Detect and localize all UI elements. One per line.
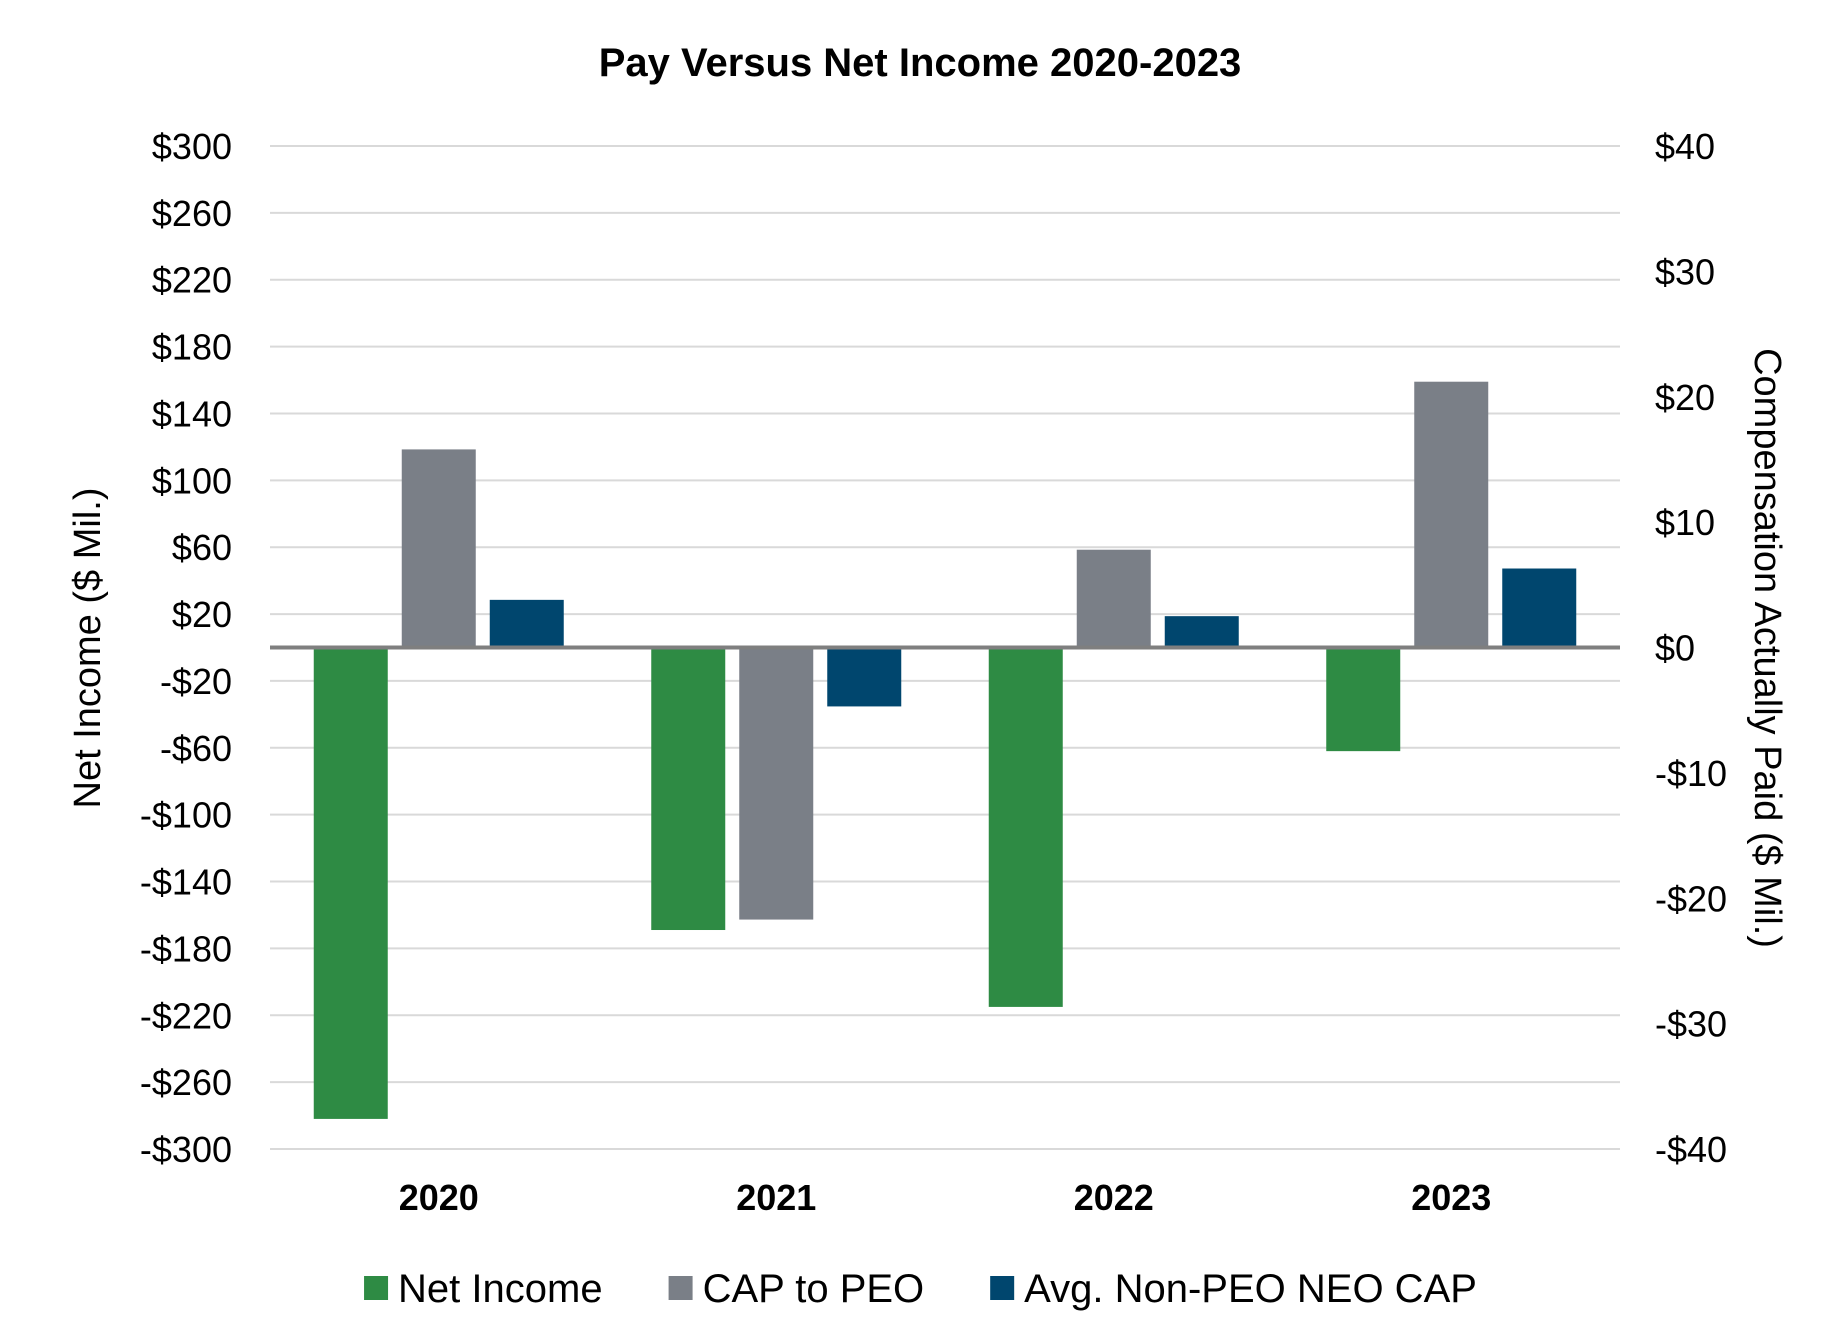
bars [313,381,1577,1119]
bar-net-income-2021 [651,647,726,931]
category-label-2021: 2021 [736,1177,816,1218]
left-tick-label: $260 [152,193,232,234]
left-tick-label: -$180 [140,928,232,969]
left-tick-label: -$20 [160,661,232,702]
left-tick-label: $100 [152,460,232,501]
legend-label: CAP to PEO [703,1267,925,1311]
bar-net-income-2020 [313,647,388,1119]
bar-net-income-2022 [988,647,1063,1007]
bar-avg-non-peo-neo-cap-2022 [1164,616,1239,648]
bar-cap-to-peo-2021 [739,647,814,920]
right-tick-label: -$40 [1655,1129,1727,1170]
left-tick-label: -$140 [140,862,232,903]
right-tick-label: $0 [1655,628,1695,669]
bar-avg-non-peo-neo-cap-2023 [1502,568,1577,648]
left-tick-label: $220 [152,260,232,301]
gridlines [270,145,1620,1150]
left-tick-label: -$60 [160,728,232,769]
category-labels: 2020 2021 2022 2023 [399,1177,1492,1218]
legend-swatch [668,1276,693,1300]
bar-avg-non-peo-neo-cap-2020 [489,599,564,648]
legend-label: Avg. Non-PEO NEO CAP [1024,1267,1477,1311]
left-axis-title: Net Income ($ Mil.) [67,488,109,809]
right-tick-label: $40 [1655,126,1715,167]
category-label-2023: 2023 [1411,1177,1491,1218]
left-tick-label: $140 [152,393,232,434]
left-tick-label: -$220 [140,995,232,1036]
bar-avg-non-peo-neo-cap-2021 [827,647,902,707]
right-axis-title: Compensation Actually Paid ($ Mil.) [1746,348,1788,948]
right-tick-label: -$10 [1655,753,1727,794]
legend-label: Net Income [398,1267,603,1311]
right-tick-label: -$30 [1655,1004,1727,1045]
bar-cap-to-peo-2022 [1076,549,1151,648]
left-tick-label: $300 [152,126,232,167]
right-axis-ticks: $40 $30 $20 $10 $0 -$10 -$20 -$30 -$40 [1655,126,1727,1170]
legend-swatch [990,1276,1015,1300]
legend: Net Income CAP to PEO Avg. Non-PEO NEO CAP [364,1267,1477,1311]
left-axis-ticks: $300 $260 $220 $180 $140 $100 $60 $20 -$20 -$60 -$… [140,126,232,1170]
left-tick-label: $20 [172,594,232,635]
right-tick-label: $20 [1655,377,1715,418]
left-tick-label: $60 [172,527,232,568]
chart-title: Pay Versus Net Income 2020-2023 [599,41,1242,85]
bar-net-income-2023 [1326,647,1401,752]
right-tick-label: -$20 [1655,878,1727,919]
legend-swatch [364,1276,389,1300]
category-label-2022: 2022 [1074,1177,1154,1218]
left-tick-label: $180 [152,327,232,368]
right-tick-label: $10 [1655,502,1715,543]
category-label-2020: 2020 [399,1177,479,1218]
bar-cap-to-peo-2020 [401,449,476,648]
bar-cap-to-peo-2023 [1414,381,1489,648]
left-tick-label: -$260 [140,1062,232,1103]
left-tick-label: -$300 [140,1129,232,1170]
right-tick-label: $30 [1655,251,1715,292]
left-tick-label: -$100 [140,795,232,836]
